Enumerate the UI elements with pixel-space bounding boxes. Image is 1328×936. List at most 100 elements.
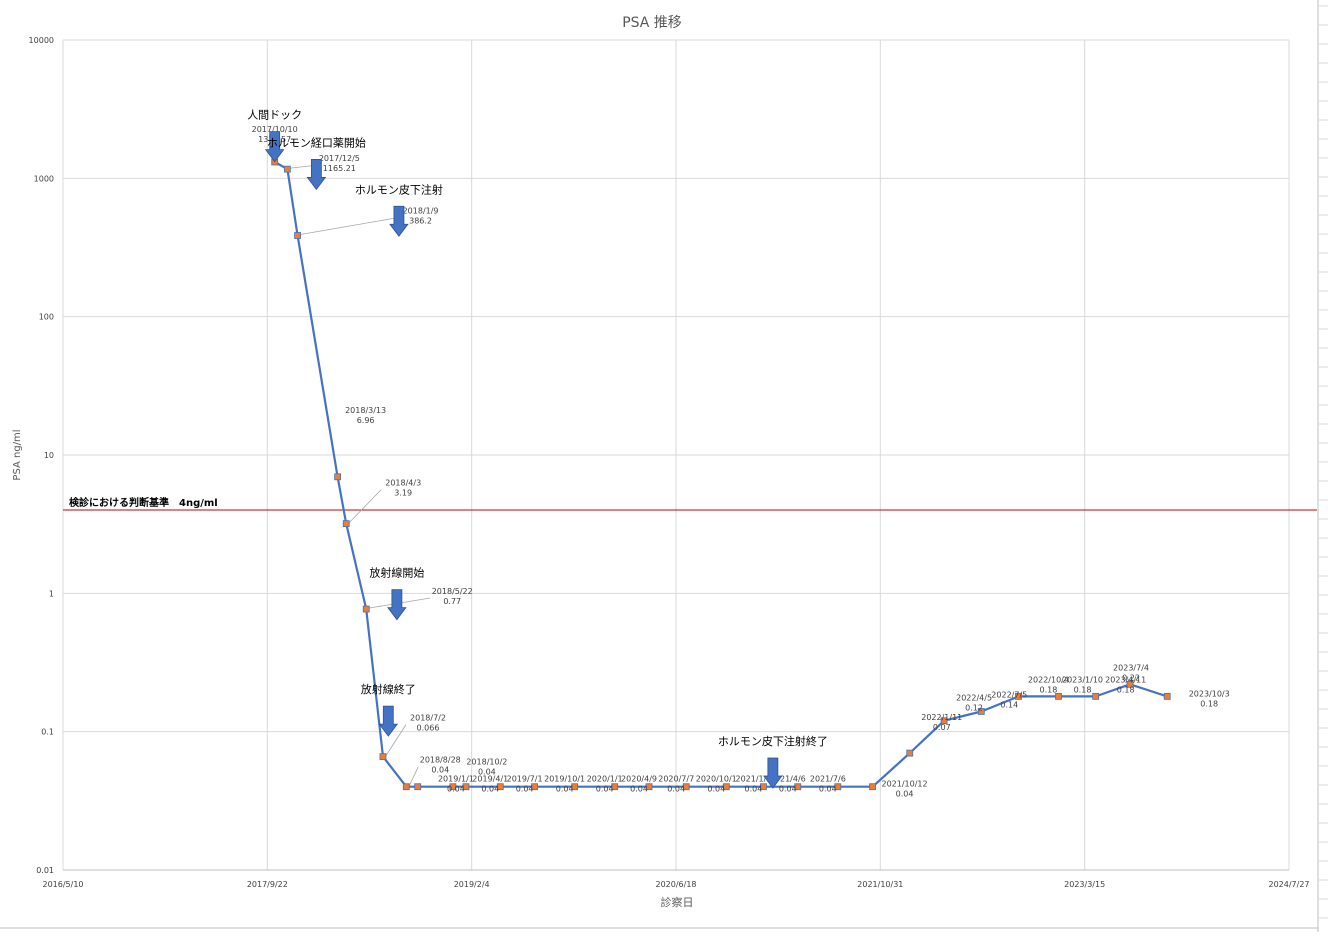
- data-label-date: 2019/1/1: [438, 775, 474, 784]
- data-label-value: 0.12: [965, 704, 983, 713]
- event-annotation: 人間ドック: [247, 109, 302, 163]
- data-label-date: 2023/1/10: [1062, 675, 1103, 684]
- data-point-marker: [645, 783, 653, 791]
- data-label: 2018/4/33.19: [385, 479, 421, 498]
- data-label-date: 2017/10/10: [252, 125, 298, 134]
- data-point-marker: [334, 473, 342, 481]
- y-tick-label: 100: [39, 313, 54, 322]
- data-label-value: 0.04: [447, 785, 465, 794]
- y-tick-label: 0.1: [41, 728, 54, 737]
- event-annotation: ホルモン皮下注射終了: [718, 734, 828, 789]
- data-point-marker: [869, 783, 876, 791]
- data-point-marker: [794, 783, 802, 791]
- data-label: 2019/10/10.04: [544, 775, 585, 794]
- data-label-value: 0.04: [779, 785, 797, 794]
- y-tick-label: 0.01: [36, 866, 54, 875]
- annotation-layer: 人間ドックホルモン経口薬開始ホルモン皮下注射放射線開始放射線終了ホルモン皮下注射…: [247, 109, 828, 789]
- data-label: 2020/10/10.04: [696, 775, 737, 794]
- data-label-value: 0.04: [556, 785, 574, 794]
- data-label-date: 2018/3/13: [345, 406, 386, 415]
- event-annotation-text: ホルモン皮下注射終了: [718, 734, 828, 748]
- data-label-value: 0.04: [819, 785, 837, 794]
- data-label-date: 2021/4/6: [770, 775, 806, 784]
- data-label: 2020/4/90.04: [621, 775, 657, 794]
- data-label-date: 2019/7/1: [507, 775, 543, 784]
- data-label-value: 386.2: [409, 216, 432, 225]
- data-label: 2018/3/136.96: [345, 406, 386, 425]
- event-annotation: ホルモン皮下注射: [355, 182, 443, 237]
- data-point-marker: [760, 783, 767, 791]
- x-tick-label: 2019/2/4: [454, 880, 490, 889]
- data-point-marker: [834, 783, 842, 791]
- leader-line: [408, 766, 419, 786]
- data-label-date: 2020/4/9: [621, 775, 657, 784]
- grid-layer: [62, 39, 1290, 871]
- data-label: 2022/1/110.07: [921, 713, 962, 732]
- data-label: 2021/1/50.04: [735, 775, 771, 794]
- data-label: 2021/7/60.04: [810, 775, 846, 794]
- data-label-date: 2019/10/1: [544, 775, 585, 784]
- data-label: 2022/7/50.14: [991, 690, 1027, 709]
- data-label-date: 2022/1/11: [921, 713, 962, 722]
- data-label-value: 0.04: [896, 790, 914, 799]
- data-label-date: 2018/10/2: [466, 758, 507, 767]
- data-point-marker: [682, 783, 690, 791]
- axis-layer: 0.01 0.1 1 10 100 1000 10000 2016/5/10 2017/9/22…: [29, 36, 1310, 889]
- leader-line: [300, 217, 399, 235]
- data-label-value: 6.96: [357, 416, 375, 425]
- data-label-value: 0.77: [443, 597, 461, 606]
- event-annotation-text: ホルモン経口薬開始: [267, 135, 366, 149]
- data-label-value: 0.14: [1000, 700, 1018, 709]
- data-label: 2023/4/110.18: [1105, 675, 1146, 694]
- data-point-marker: [1015, 692, 1022, 700]
- data-label-date: 2023/10/3: [1189, 689, 1230, 698]
- data-point-marker: [462, 783, 470, 791]
- data-point-marker: [449, 783, 457, 791]
- down-arrow-icon: [387, 589, 407, 621]
- data-label-value: 0.04: [596, 785, 614, 794]
- data-label-value: 0.18: [1040, 685, 1058, 694]
- down-arrow-icon: [763, 757, 783, 789]
- data-label-date: 2022/7/5: [991, 690, 1027, 699]
- data-point-marker: [611, 783, 619, 791]
- threshold-label: 検診における判断基準 4ng/ml: [69, 496, 218, 509]
- data-label-date: 2020/7/7: [658, 775, 694, 784]
- event-annotation: ホルモン経口薬開始: [267, 135, 366, 191]
- data-point-marker: [1126, 680, 1134, 688]
- y-tick-label: 10000: [29, 36, 54, 45]
- data-label-value: 0.18: [1117, 685, 1135, 694]
- data-label-value: 3.19: [394, 489, 412, 498]
- data-point-marker: [531, 783, 539, 791]
- data-label: 2018/8/280.04: [420, 756, 461, 775]
- y-tick-label: 1000: [34, 174, 54, 183]
- down-arrow-icon: [389, 205, 409, 237]
- chart-title: PSA 推移: [622, 15, 682, 31]
- data-point-marker: [379, 753, 387, 761]
- leader-line: [348, 489, 382, 523]
- x-axis-title: 診察日: [661, 895, 694, 909]
- data-point-marker: [283, 165, 291, 173]
- data-label: 2019/1/10.04: [438, 775, 474, 794]
- data-point-marker: [940, 717, 948, 725]
- data-label: 2023/1/100.18: [1062, 675, 1103, 694]
- down-arrow-icon: [306, 159, 327, 191]
- leader-line: [385, 724, 407, 756]
- data-point-marker: [906, 749, 914, 757]
- data-label-value: 0.04: [745, 785, 763, 794]
- data-label: 2022/4/50.12: [956, 694, 992, 713]
- data-label-date: 2023/4/11: [1105, 675, 1146, 684]
- y-axis-title: PSA ng/ml: [12, 429, 23, 480]
- data-label-date: 2023/7/4: [1113, 663, 1149, 672]
- series-layer: [271, 158, 1171, 791]
- event-annotation-text: 放射線終了: [361, 682, 416, 696]
- down-arrow-icon: [264, 131, 285, 163]
- data-label: 2020/7/70.04: [658, 775, 694, 794]
- x-tick-label: 2023/3/15: [1064, 880, 1105, 889]
- label-layer: 2017/10/101312.572017/12/51165.212018/1/…: [252, 125, 1230, 799]
- data-label-value: 0.18: [1200, 699, 1218, 708]
